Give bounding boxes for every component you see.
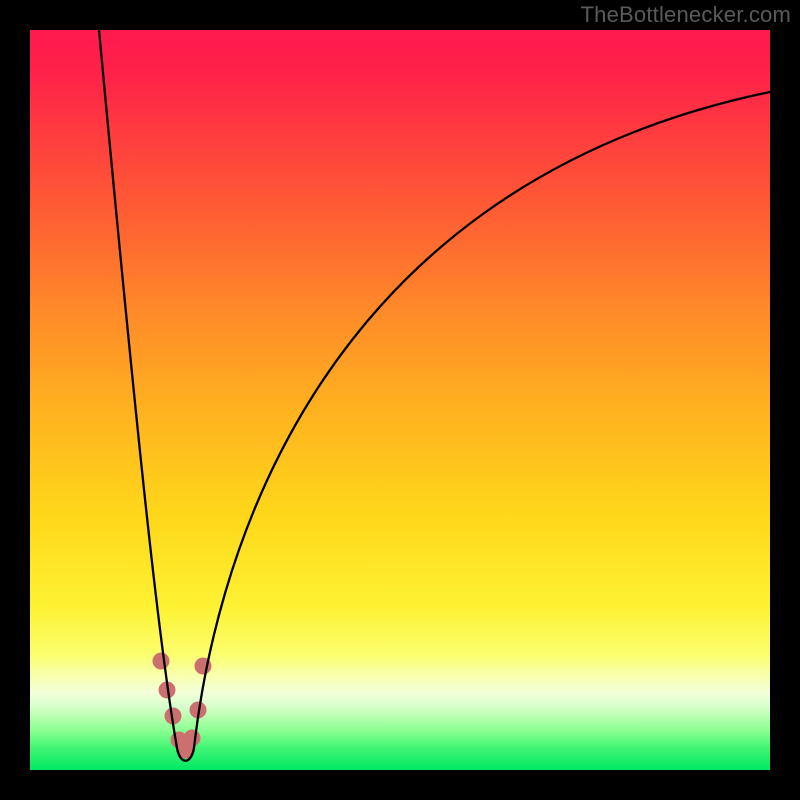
bottleneck-chart-svg [30,30,770,770]
watermark-text: TheBottlenecker.com [581,2,791,28]
plot-area [30,30,770,770]
data-marker [153,653,170,670]
chart-frame: TheBottlenecker.com [0,0,800,800]
gradient-background [30,30,770,770]
data-marker [184,730,201,747]
